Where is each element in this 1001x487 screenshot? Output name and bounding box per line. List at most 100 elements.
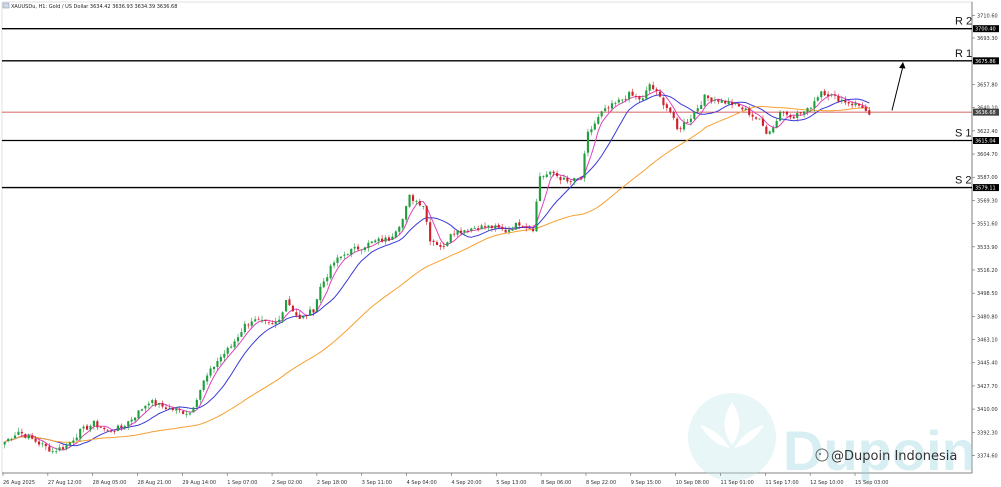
candle-body [785, 111, 789, 115]
candle-body [96, 421, 99, 428]
candle-body [398, 226, 401, 232]
candle-body [346, 254, 349, 255]
level-label-s1: S 1 [955, 128, 972, 140]
candle-body [13, 435, 17, 439]
candle-body [51, 451, 54, 452]
y-tick-label: 3657.80 [977, 82, 998, 88]
level-price-tag-text: 3700.40 [975, 27, 996, 33]
candle-body [68, 442, 71, 446]
candle-body [724, 100, 727, 104]
y-tick-label: 3551.60 [977, 222, 998, 228]
candle-body [748, 108, 751, 115]
y-tick-label: 3410.00 [977, 407, 998, 413]
candle-body [483, 226, 487, 228]
candle-body [700, 105, 703, 110]
candle-body [178, 409, 181, 411]
candle-body [446, 242, 449, 246]
candle-body [542, 175, 545, 177]
candle-body [82, 426, 85, 429]
candle-body [103, 427, 106, 430]
ma-line-50 [4, 105, 870, 443]
candle-body [768, 131, 771, 134]
y-tick-label: 3498.50 [977, 291, 998, 297]
candle-body [240, 332, 243, 337]
y-tick-label: 3480.80 [977, 314, 998, 320]
candle-body [600, 111, 603, 117]
level-price-tag-text: 3675.86 [975, 59, 996, 65]
candle-body [72, 440, 75, 443]
candle-body [212, 366, 216, 370]
candle-body [391, 236, 394, 240]
candle-body [679, 128, 682, 130]
candle-body [621, 99, 624, 101]
y-tick-label: 3569.30 [977, 198, 998, 204]
x-tick-label: 1 Sep 07:00 [227, 480, 257, 486]
candle-body [507, 229, 511, 232]
candle-body [254, 319, 257, 322]
x-tick-label: 10 Sep 08:00 [676, 480, 709, 486]
candle-body [782, 111, 785, 113]
forecast-arrow-line [891, 65, 904, 111]
candle-body [209, 368, 212, 376]
candle-body [604, 108, 607, 111]
candle-body [456, 230, 459, 235]
candle-body [415, 200, 418, 202]
x-tick-label: 2 Sep 18:00 [317, 480, 347, 486]
candle-body [531, 229, 535, 232]
candle-body [27, 435, 30, 439]
level-price-tag [973, 57, 999, 65]
x-tick-label: 26 Aug 2025 [3, 480, 35, 486]
candle-body [706, 95, 710, 98]
candle-body [772, 127, 775, 133]
candle-body [274, 321, 277, 325]
candle-body [545, 174, 548, 177]
y-tick-label: 3622.40 [977, 129, 998, 135]
candle-body [833, 94, 837, 96]
symbol-header: XAUUSDu, H1: Gold / US Dollar 3634.42 36… [11, 4, 177, 10]
candle-body [696, 108, 699, 112]
candle-body [322, 281, 325, 288]
candle-body [216, 361, 219, 367]
x-tick-label: 28 Aug 21:00 [138, 480, 172, 486]
candle-body [20, 431, 23, 434]
candle-body [106, 429, 109, 431]
candle-body [576, 178, 579, 180]
candle-body [7, 438, 10, 442]
candle-body [857, 103, 861, 106]
candle-body [326, 277, 329, 282]
candle-body [370, 241, 373, 244]
candle-body [284, 300, 288, 312]
candle-body [85, 425, 89, 430]
candle-body [405, 206, 408, 220]
candle-body [164, 407, 168, 410]
y-tick-label: 3693.30 [977, 36, 998, 42]
candle-body [343, 254, 346, 256]
candle-body [610, 103, 614, 109]
candle-body [243, 323, 246, 333]
candle-body [236, 337, 240, 342]
candle-body [689, 118, 692, 122]
logo-text: Dupoin [783, 419, 976, 482]
x-tick-label: 8 Sep 06:00 [541, 480, 571, 486]
candle-body [809, 107, 813, 109]
candle-body [487, 225, 490, 228]
candle-body [367, 242, 370, 249]
level-label-r1: R 1 [955, 48, 972, 60]
candle-body [295, 312, 298, 316]
candle-body [617, 99, 620, 103]
candle-body [422, 206, 425, 207]
symbol-icon [2, 2, 10, 9]
candle-body [99, 427, 102, 429]
candle-body [490, 225, 493, 228]
candle-body [806, 108, 809, 113]
candle-body [477, 228, 480, 230]
candle-body [381, 238, 384, 242]
candle-body [377, 238, 380, 241]
candle-body [761, 118, 764, 126]
candle-body [182, 411, 185, 414]
y-tick-label: 3533.90 [977, 245, 998, 251]
x-tick-label: 15 Sep 03:00 [855, 480, 888, 486]
candle-body [271, 323, 274, 324]
candle-body [195, 399, 198, 407]
candle-body [549, 171, 552, 175]
